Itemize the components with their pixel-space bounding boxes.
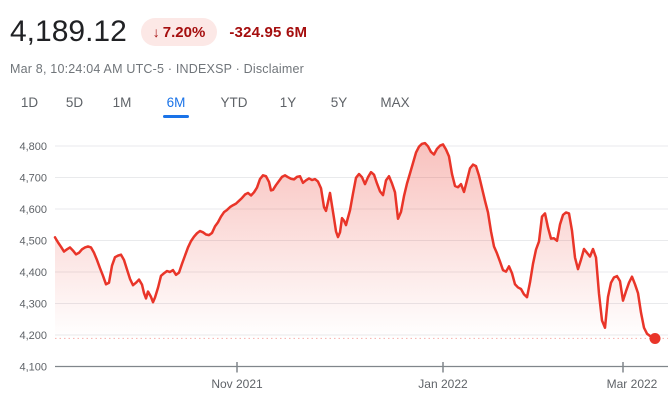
down-arrow-icon: ↓ bbox=[152, 24, 160, 40]
tab-max[interactable]: MAX bbox=[365, 89, 425, 116]
active-tab-underline bbox=[163, 115, 189, 118]
tab-5y[interactable]: 5Y bbox=[313, 89, 365, 116]
x-axis-label: Jan 2022 bbox=[418, 377, 468, 391]
tab-1d[interactable]: 1D bbox=[7, 89, 52, 116]
disclaimer-link[interactable]: Disclaimer bbox=[243, 62, 304, 76]
y-axis-label: 4,600 bbox=[19, 204, 47, 216]
absolute-change: -324.95 6M bbox=[229, 23, 308, 41]
y-axis-label: 4,300 bbox=[19, 299, 47, 311]
quote-header: 4,189.12 ↓ 7.20% -324.95 6M bbox=[10, 15, 307, 49]
tab-1y[interactable]: 1Y bbox=[263, 89, 313, 116]
percent-change-badge: ↓ 7.20% bbox=[140, 18, 218, 46]
y-axis-label: 4,200 bbox=[19, 330, 47, 342]
x-axis-label: Nov 2021 bbox=[211, 377, 263, 391]
x-axis-label: Mar 2022 bbox=[607, 377, 658, 391]
quote-subtitle: Mar 8, 10:24:04 AM UTC-5 · INDEXSP · Dis… bbox=[10, 62, 304, 76]
price-chart-svg[interactable]: 4,100 4,200 4,300 4,400 4,500 4,600 4,700 4,800… bbox=[0, 125, 670, 407]
price-area-fill bbox=[55, 143, 655, 339]
y-axis-label: 4,400 bbox=[19, 267, 47, 279]
price-line bbox=[53, 141, 657, 340]
tab-ytd[interactable]: YTD bbox=[205, 89, 263, 116]
percent-change-value: 7.20% bbox=[162, 23, 206, 41]
y-axis-label: 4,700 bbox=[19, 173, 47, 185]
tab-1m[interactable]: 1M bbox=[97, 89, 147, 116]
latest-price-dot bbox=[649, 332, 661, 344]
y-axis-label: 4,100 bbox=[19, 362, 47, 374]
timestamp-and-exchange: Mar 8, 10:24:04 AM UTC-5 · INDEXSP · bbox=[10, 62, 240, 76]
price-chart[interactable]: 4,100 4,200 4,300 4,400 4,500 4,600 4,700 4,800… bbox=[0, 125, 670, 407]
current-price: 4,189.12 bbox=[10, 15, 127, 48]
y-axis-label: 4,500 bbox=[19, 236, 47, 248]
tab-5d[interactable]: 5D bbox=[52, 89, 97, 116]
range-tabs: 1D 5D 1M 6M YTD 1Y 5Y MAX bbox=[7, 89, 425, 118]
tab-6m[interactable]: 6M bbox=[147, 89, 205, 118]
y-axis-label: 4,800 bbox=[19, 141, 47, 153]
